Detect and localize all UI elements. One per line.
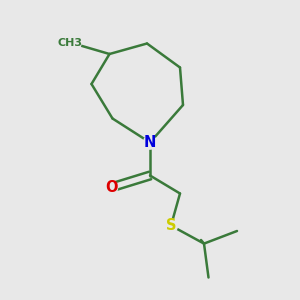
Text: N: N xyxy=(144,135,156,150)
Text: CH3: CH3 xyxy=(58,38,83,48)
Text: O: O xyxy=(105,180,117,195)
Circle shape xyxy=(164,219,178,232)
Circle shape xyxy=(60,32,81,53)
Circle shape xyxy=(143,136,157,149)
Text: S: S xyxy=(166,218,176,233)
Circle shape xyxy=(104,181,118,194)
